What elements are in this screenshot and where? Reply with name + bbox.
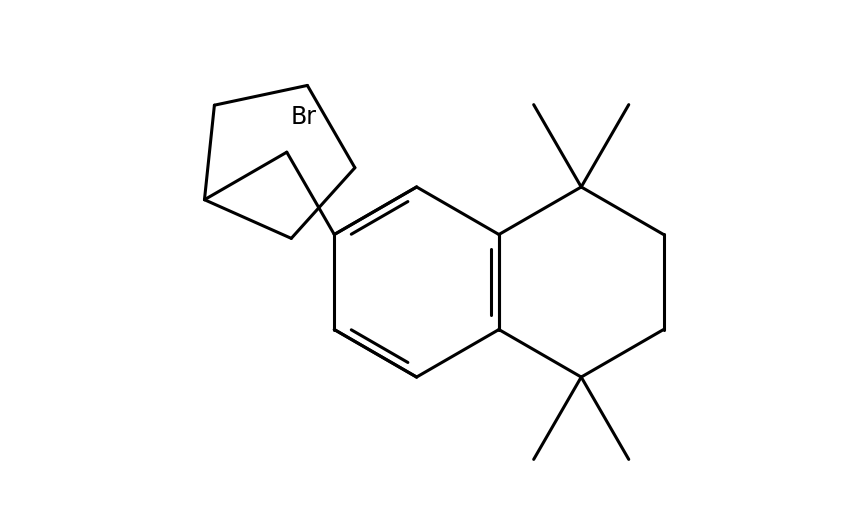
Text: Br: Br [291,105,317,129]
